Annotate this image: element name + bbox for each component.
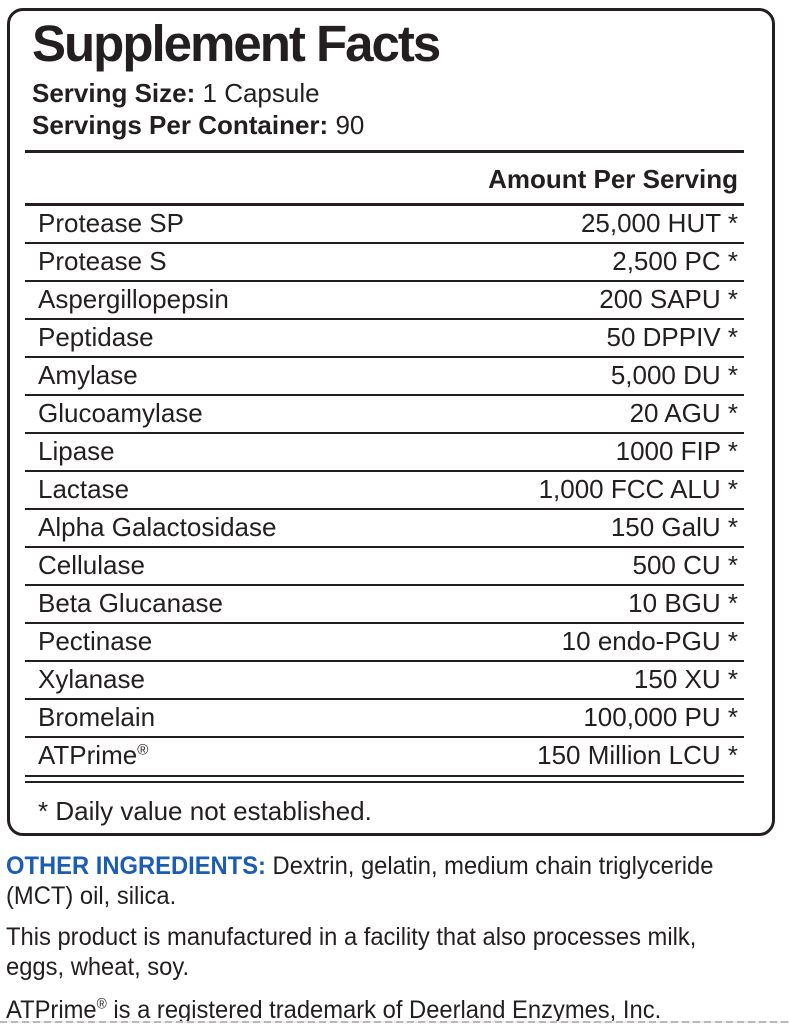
ingredient-amount: 1,000 FCC ALU * <box>538 474 738 505</box>
ingredient-name: Glucoamylase <box>38 398 203 429</box>
divider <box>25 279 744 283</box>
ingredient-name: Amylase <box>38 360 138 391</box>
servings-per-container-label: Servings Per Container: <box>32 110 329 141</box>
table-row: Bromelain 100,000 PU * <box>10 700 772 736</box>
table-row: Lipase 1000 FIP * <box>10 434 772 470</box>
divider <box>25 393 744 397</box>
ingredient-name: Protease S <box>38 246 167 277</box>
ingredient-name: Peptidase <box>38 322 154 353</box>
divider <box>25 545 744 549</box>
table-row: ATPrime® 150 Million LCU * <box>10 738 772 774</box>
ingredient-amount: 150 XU * <box>633 664 738 695</box>
ingredient-amount: 1000 FIP * <box>615 436 738 467</box>
divider <box>25 697 744 701</box>
divider <box>25 202 744 207</box>
daily-value-footnote: * Daily value not established. <box>38 796 372 827</box>
serving-size-label: Serving Size: <box>32 78 196 109</box>
table-row: Protease S 2,500 PC * <box>10 244 772 280</box>
serving-size-line: Serving Size: 1 Capsule <box>32 77 750 109</box>
ingredient-amount: 150 GalU * <box>610 512 738 543</box>
other-ingredients-paragraph: OTHER INGREDIENTS: Dextrin, gelatin, med… <box>6 852 749 911</box>
facility-note-line2: eggs, wheat, soy. <box>6 952 190 981</box>
table-row: Amylase 5,000 DU * <box>10 358 772 394</box>
registered-trademark-symbol: ® <box>96 996 107 1013</box>
table-row: Cellulase 500 CU * <box>10 548 772 584</box>
table-row: Xylanase 150 XU * <box>10 662 772 698</box>
ingredient-amount: 50 DPPIV * <box>606 322 738 353</box>
serving-size-value: 1 Capsule <box>202 78 320 109</box>
cutoff-next-panel-line <box>0 1021 789 1023</box>
table-row: Lactase 1,000 FCC ALU * <box>10 472 772 508</box>
divider <box>25 150 744 153</box>
divider <box>25 735 744 739</box>
divider <box>25 659 744 663</box>
divider <box>25 621 744 625</box>
other-ingredients-label: OTHER INGREDIENTS: <box>6 852 266 880</box>
table-row: Protease SP 25,000 HUT * <box>10 206 772 242</box>
ingredient-name: Aspergillopepsin <box>38 284 229 315</box>
ingredient-amount: 20 AGU * <box>629 398 738 429</box>
ingredient-amount: 5,000 DU * <box>610 360 738 391</box>
panel-header: Supplement Facts Serving Size: 1 Capsule… <box>10 17 772 141</box>
table-row: Peptidase 50 DPPIV * <box>10 320 772 356</box>
servings-per-container-value: 90 <box>335 110 365 141</box>
ingredient-name: Cellulase <box>38 550 145 581</box>
ingredient-name: Alpha Galactosidase <box>38 512 277 543</box>
table-row: Alpha Galactosidase 150 GalU * <box>10 510 772 546</box>
divider <box>25 469 744 473</box>
ingredient-name: Lipase <box>38 436 115 467</box>
ingredient-amount: 200 SAPU * <box>599 284 738 315</box>
ingredient-name: Xylanase <box>38 664 145 695</box>
other-ingredients-text: Dextrin, gelatin, medium chain triglycer… <box>272 852 714 880</box>
other-ingredients-line2: (MCT) oil, silica. <box>6 881 177 910</box>
trademark-note: ATPrime® is a registered trademark of De… <box>6 996 662 1024</box>
ingredient-amount: 2,500 PC * <box>612 246 738 277</box>
ingredient-amount: 10 endo-PGU * <box>561 626 738 657</box>
divider <box>25 355 744 359</box>
ingredient-name: Beta Glucanase <box>38 588 224 619</box>
ingredient-name: Pectinase <box>38 626 153 657</box>
double-divider <box>10 774 772 784</box>
ingredient-amount: 25,000 HUT * <box>580 208 738 239</box>
panel-title: Supplement Facts <box>32 15 441 72</box>
ingredient-name: Protease SP <box>38 208 184 239</box>
divider <box>25 317 744 321</box>
ingredient-name: Lactase <box>38 474 130 505</box>
divider <box>25 507 744 511</box>
ingredient-amount: 500 CU * <box>632 550 739 581</box>
supplement-facts-panel: Supplement Facts Serving Size: 1 Capsule… <box>7 8 775 836</box>
ingredient-name: Bromelain <box>38 702 156 733</box>
other-ingredients-line1: OTHER INGREDIENTS: Dextrin, gelatin, med… <box>6 852 749 882</box>
ingredient-amount: 10 BGU * <box>628 588 738 619</box>
ingredient-amount: 150 Million LCU * <box>537 740 738 771</box>
amount-per-serving-header: Amount Per Serving <box>488 163 738 194</box>
table-row: Pectinase 10 endo-PGU * <box>10 624 772 660</box>
ingredient-name: ATPrime® <box>38 740 149 771</box>
divider <box>25 241 744 245</box>
table-row: Beta Glucanase 10 BGU * <box>10 586 772 622</box>
divider <box>25 583 744 587</box>
facility-note-line1: This product is manufactured in a facili… <box>6 923 697 951</box>
facility-note-paragraph: This product is manufactured in a facili… <box>6 923 749 982</box>
servings-per-container-line: Servings Per Container: 90 <box>32 109 750 141</box>
label-footer: OTHER INGREDIENTS: Dextrin, gelatin, med… <box>6 852 788 1026</box>
table-row: Aspergillopepsin 200 SAPU * <box>10 282 772 318</box>
ingredient-amount: 100,000 PU * <box>583 702 738 733</box>
table-row: Glucoamylase 20 AGU * <box>10 396 772 432</box>
divider <box>25 431 744 435</box>
registered-trademark-symbol: ® <box>137 741 149 759</box>
